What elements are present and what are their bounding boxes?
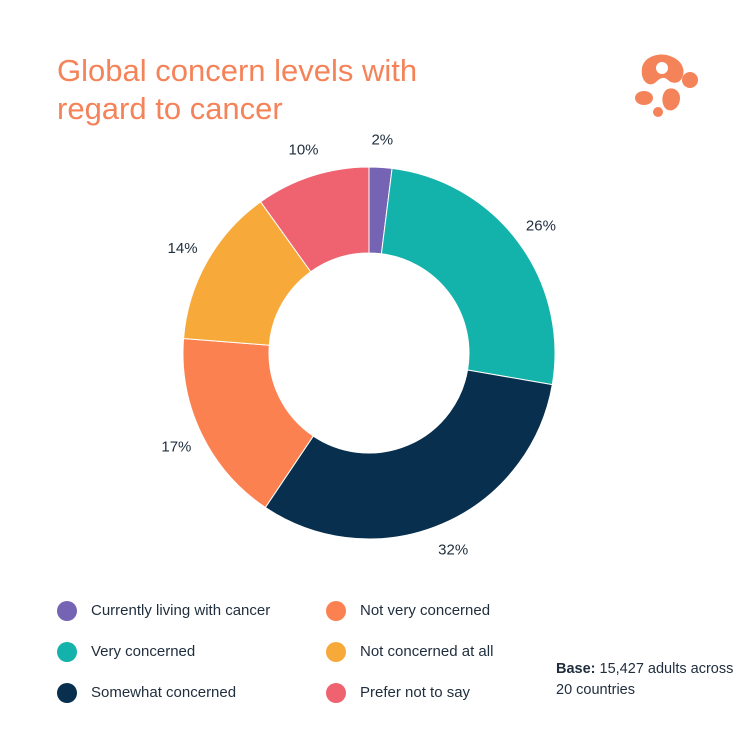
donut-chart: 2% 26% 32% 17% 14% 10%: [161, 131, 556, 559]
slice-label-very-concerned: 26%: [526, 218, 556, 235]
legend-label: Not very concerned: [360, 602, 491, 619]
slice-prefer-not-to-say: [259, 166, 370, 273]
legend-label: Somewhat concerned: [91, 684, 237, 701]
legend-swatch: [326, 600, 346, 621]
legend-item-not-concerned-at-all: Not concerned at all: [326, 631, 493, 672]
slice-label-prefer-not-to-say: 10%: [288, 141, 318, 158]
legend-item-somewhat-concerned: Somewhat concerned: [57, 672, 270, 713]
legend-label: Prefer not to say: [360, 684, 471, 701]
legend-label: Not concerned at all: [360, 643, 494, 660]
legend-swatch: [57, 641, 77, 662]
legend-label: Currently living with cancer: [91, 602, 271, 619]
legend-left-column: Currently living with cancer Very concern…: [57, 590, 270, 713]
slice-label-currently-living-with-cancer: 2%: [371, 131, 393, 148]
legend-item-currently-living-with-cancer: Currently living with cancer: [57, 590, 270, 631]
legend-swatch: [57, 682, 77, 703]
legend-label: Very concerned: [91, 643, 196, 660]
legend-item-prefer-not-to-say: Prefer not to say: [326, 672, 493, 713]
slice-label-somewhat-concerned: 32%: [438, 542, 468, 559]
base-note-text: 15,427 adults across 20 countries: [556, 661, 734, 698]
legend-swatch: [326, 641, 346, 662]
legend-swatch: [326, 682, 346, 703]
slice-somewhat-concerned: [264, 369, 553, 540]
slice-not-very-concerned: [182, 338, 314, 509]
legend-item-very-concerned: Very concerned: [57, 631, 270, 672]
slice-label-not-concerned-at-all: 14%: [168, 240, 198, 257]
slice-label-not-very-concerned: 17%: [161, 438, 191, 455]
chart-title: Global concern levels with regard to can…: [57, 53, 418, 126]
slice-very-concerned: [380, 167, 556, 386]
legend-right-column: Not very concerned Not concerned at all Pr…: [326, 590, 493, 713]
base-note: Base: 15,427 adults across 20 countries: [556, 659, 736, 701]
brand-logo-icon: [635, 54, 698, 117]
base-note-label: Base:: [556, 661, 596, 677]
legend-item-not-very-concerned: Not very concerned: [326, 590, 493, 631]
legend-swatch: [57, 600, 77, 621]
